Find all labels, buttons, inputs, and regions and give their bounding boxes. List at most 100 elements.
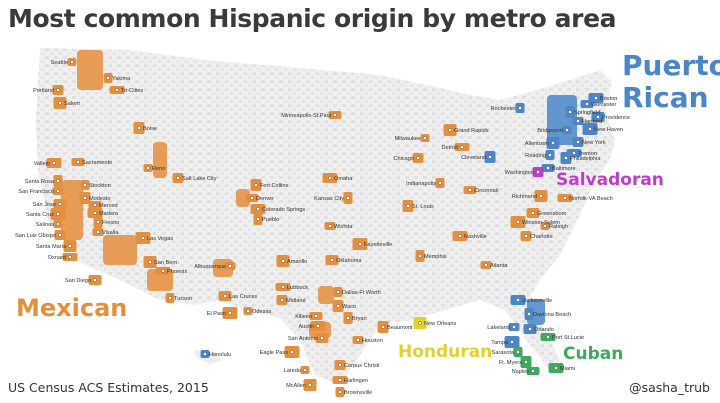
city-label-bryan: Bryan — [352, 316, 367, 322]
us-land-base — [36, 48, 615, 385]
city-label-miami: Miami — [560, 366, 575, 372]
metro-point-atlanta — [484, 263, 488, 267]
metro-point-milwaukee — [423, 136, 427, 140]
metro-point-corpus-christi — [338, 363, 342, 367]
city-label-new-orleans: New Orleans — [424, 321, 457, 327]
city-label-greensboro: Greensboro — [537, 211, 567, 217]
city-label-san-luis-obispo: San Luis Obispo — [15, 233, 56, 239]
metro-point-charlotte — [524, 234, 528, 238]
metro-point-midland — [280, 298, 284, 302]
city-label-raleigh: Raleigh — [549, 224, 568, 230]
metro-point-lubbock — [281, 285, 285, 289]
city-label-odessa: Odessa — [252, 309, 272, 315]
metro-point-pueblo — [256, 217, 260, 221]
city-label-springfield: Springfield — [574, 110, 600, 116]
city-label-grand-rapids: Grand Rapids — [454, 128, 489, 134]
metro-point-lakeland — [512, 325, 516, 329]
metro-point-boise — [137, 126, 141, 130]
city-label-tri-cities: Tri-Cities — [121, 88, 143, 94]
city-label-san-diego: San Diego — [65, 278, 91, 284]
city-label-phoenix: Phoenix — [167, 269, 187, 275]
city-label-sacramento: Sacramento — [82, 160, 112, 166]
metro-point-bryan — [346, 316, 350, 320]
mexican-metro-cluster — [318, 286, 334, 304]
city-label-cincinnati: Cincinnati — [474, 188, 499, 194]
city-label-new-york: New York — [582, 140, 606, 146]
city-label-memphis: Memphis — [424, 254, 447, 260]
metro-point-reno — [146, 166, 150, 170]
legend-mexican: Mexican — [16, 294, 128, 322]
metro-point-naples — [531, 369, 535, 373]
city-label-hartford: Hartford — [582, 119, 602, 125]
city-label-merced: Merced — [99, 203, 118, 209]
city-label-fort-collins: Fort Collins — [260, 183, 288, 189]
city-label-reading: Reading — [525, 153, 546, 159]
city-label-las-cruces: Las Cruces — [229, 294, 257, 300]
city-label-boston: Boston — [600, 96, 617, 102]
metro-point-rochester — [518, 106, 522, 110]
legend-puerto-rican: Puerto Rican — [622, 50, 720, 114]
metro-point-fresno — [96, 220, 100, 224]
city-label-colorado-springs: Colorado Springs — [262, 207, 305, 213]
city-label-madera: Madera — [99, 211, 119, 217]
metro-point-albuquerque — [228, 264, 232, 268]
city-label-chicago: Chicago — [393, 156, 414, 162]
city-label-tampa: Tampa — [491, 340, 509, 346]
city-label-winston-salem: Winston-Salem — [522, 220, 560, 226]
city-label-providence: Providence — [602, 115, 630, 121]
metro-point-austin — [316, 324, 320, 328]
city-label-lubbock: Lubbock — [287, 285, 308, 291]
city-label-pueblo: Pueblo — [262, 217, 279, 223]
city-label-albuquerque: Albuquerque — [194, 264, 226, 270]
metro-point-visalia — [96, 230, 100, 234]
metro-point-stockton — [83, 183, 87, 187]
legend-puerto-rican-line2: Rican — [622, 81, 709, 114]
mexican-metro-cluster — [236, 189, 250, 207]
metro-point-detroit — [460, 145, 464, 149]
metro-point-san-bern — [148, 260, 152, 264]
city-label-detroit: Detroit — [442, 145, 459, 151]
metro-point-baltimore — [546, 166, 550, 170]
city-label-sarasota: Sarasota — [492, 350, 515, 356]
city-label-boise: Boise — [143, 126, 157, 132]
city-label-indianapolis: Indianapolis — [406, 181, 436, 187]
legend-honduran: Honduran — [398, 342, 493, 362]
city-label-dallas-ft-worth: Dallas-Ft Worth — [342, 290, 381, 296]
metro-point-kansas-city — [346, 196, 350, 200]
city-label-milwaukee: Milwaukee — [395, 136, 421, 142]
metro-point-cleveland — [488, 155, 492, 159]
metro-point-washington — [536, 170, 540, 174]
city-label-san-bern: San Bern. — [154, 260, 179, 266]
metro-point-worcester — [585, 102, 589, 106]
city-label-santa-maria: Santa Maria — [36, 244, 67, 250]
metro-point-las-cruces — [223, 294, 227, 298]
city-label-salt-lake-city: Salt Lake City — [182, 176, 217, 182]
metro-point-san-luis-obispo — [58, 233, 62, 237]
city-label-seattle: Seattle — [51, 60, 68, 66]
metro-point-sarasota — [516, 350, 520, 354]
metro-point-salem — [58, 101, 62, 105]
city-label-st-louis: St. Louis — [412, 204, 434, 210]
metro-point-mcallen — [308, 383, 312, 387]
metro-point-tampa — [510, 340, 514, 344]
city-label-austin: Austin — [298, 324, 314, 330]
metro-point-harlingen — [338, 378, 342, 382]
city-label-port-st-lucie: Port St.Lucie — [552, 335, 584, 341]
metro-point-amarillo — [281, 259, 285, 263]
metro-point-salinas — [56, 222, 60, 226]
metro-point-minneapolis-st-paul — [333, 113, 337, 117]
city-label-atlanta: Atlanta — [490, 263, 508, 269]
metro-point-yakima — [106, 76, 110, 80]
metro-point-tri-cities — [115, 88, 119, 92]
metro-point-bridgeport — [565, 128, 569, 132]
metro-point-honolulu — [203, 352, 207, 356]
city-label-san-francisco: San Francisco — [18, 189, 54, 195]
metro-point-merced — [93, 203, 97, 207]
city-label-tucson: Tucson — [174, 296, 192, 302]
metro-point-las-vegas — [141, 236, 145, 240]
metro-point-springfield — [568, 110, 572, 114]
city-label-daytona-beach: Daytona Beach — [533, 312, 571, 318]
city-label-honolulu: Honolulu — [209, 352, 231, 358]
city-label-portland: Portland — [33, 88, 54, 94]
city-label-salem: Salem — [64, 101, 80, 107]
